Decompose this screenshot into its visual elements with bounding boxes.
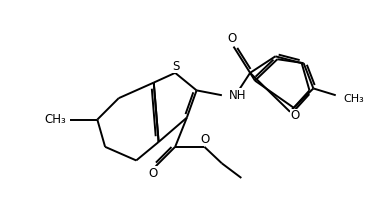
Text: O: O bbox=[227, 32, 236, 45]
Text: CH₃: CH₃ bbox=[344, 94, 364, 104]
Text: NH: NH bbox=[229, 89, 246, 102]
Text: O: O bbox=[290, 109, 299, 122]
Text: CH₃: CH₃ bbox=[44, 113, 66, 126]
Text: S: S bbox=[172, 59, 180, 73]
Text: O: O bbox=[201, 132, 210, 146]
Text: O: O bbox=[148, 167, 157, 180]
